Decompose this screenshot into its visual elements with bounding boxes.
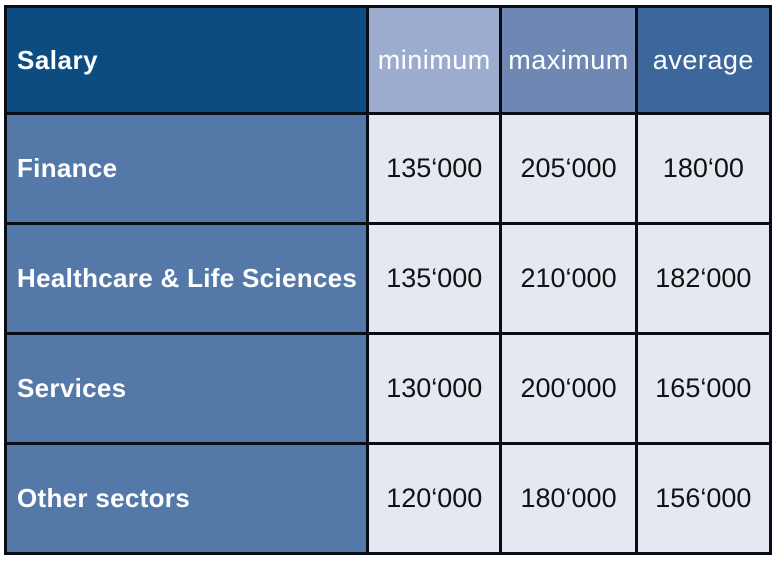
column-header-maximum: maximum — [499, 5, 638, 115]
salary-table-container: Salary minimum maximum average Finance 1… — [3, 5, 773, 555]
cell-minimum: 135‘000 — [366, 112, 503, 225]
row-label: Other sectors — [3, 442, 370, 555]
row-label: Healthcare & Life Sciences — [3, 222, 370, 335]
salary-table: Salary minimum maximum average Finance 1… — [3, 5, 773, 555]
row-label: Services — [3, 332, 370, 445]
column-header-minimum: minimum — [366, 5, 503, 115]
cell-average: 156‘000 — [634, 442, 773, 555]
column-header-average: average — [634, 5, 773, 115]
cell-maximum: 180‘000 — [499, 442, 638, 555]
table-row-healthcare: Healthcare & Life Sciences 135‘000 210‘0… — [3, 222, 773, 335]
table-row-finance: Finance 135‘000 205‘000 180‘00 — [3, 112, 773, 225]
cell-maximum: 205‘000 — [499, 112, 638, 225]
cell-average: 182‘000 — [634, 222, 773, 335]
cell-minimum: 120‘000 — [366, 442, 503, 555]
header-row: Salary minimum maximum average — [3, 5, 773, 115]
cell-minimum: 130‘000 — [366, 332, 503, 445]
cell-average: 165‘000 — [634, 332, 773, 445]
cell-maximum: 200‘000 — [499, 332, 638, 445]
table-row-services: Services 130‘000 200‘000 165‘000 — [3, 332, 773, 445]
cell-average: 180‘00 — [634, 112, 773, 225]
cell-minimum: 135‘000 — [366, 222, 503, 335]
row-label: Finance — [3, 112, 370, 225]
cell-maximum: 210‘000 — [499, 222, 638, 335]
corner-header-salary: Salary — [3, 5, 370, 115]
table-row-other-sectors: Other sectors 120‘000 180‘000 156‘000 — [3, 442, 773, 555]
